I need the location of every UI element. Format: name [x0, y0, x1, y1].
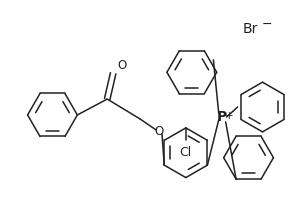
- Text: Cl: Cl: [180, 146, 192, 159]
- Text: −: −: [261, 18, 272, 31]
- Text: Br: Br: [242, 22, 258, 36]
- Text: P: P: [217, 110, 227, 124]
- Text: O: O: [117, 59, 126, 72]
- Text: O: O: [154, 125, 163, 138]
- Text: +: +: [225, 111, 234, 121]
